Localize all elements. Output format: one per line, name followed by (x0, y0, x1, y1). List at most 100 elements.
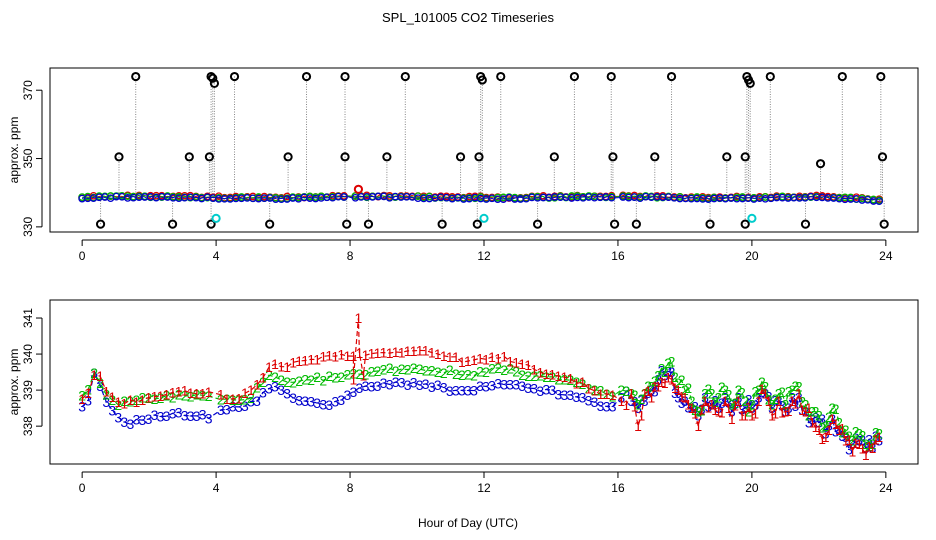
series-3-marker: 3 (738, 402, 746, 418)
spike-low-point (879, 219, 889, 229)
series-1-marker: 1 (651, 379, 659, 395)
spike-high-point (496, 71, 506, 82)
series-3-marker: 3 (597, 398, 605, 414)
spike-low-point (167, 219, 178, 229)
series-3-marker: 3 (482, 378, 490, 394)
spike-high-point (569, 71, 580, 82)
series-2-marker: 2 (674, 375, 682, 391)
series-2-marker: 2 (84, 381, 92, 397)
series-1-marker: 1 (638, 407, 646, 423)
series-1-marker: 1 (259, 370, 267, 386)
series-3-marker: 3 (289, 390, 297, 406)
x-tick-label: 0 (79, 481, 86, 495)
series-1-marker: 1 (654, 379, 662, 395)
series-3-marker: 3 (573, 389, 581, 405)
series-2-marker: 2 (386, 360, 394, 376)
series-3-marker: 3 (434, 377, 442, 393)
series-2-marker: 2 (688, 393, 696, 409)
series-2-marker: 2 (802, 397, 810, 413)
series-1-marker: 1 (241, 385, 249, 401)
series-2-marker: 2 (283, 374, 291, 390)
spike-high-point (745, 78, 755, 88)
series-3-marker: 3 (205, 410, 213, 426)
series-1-marker: 1 (859, 441, 867, 457)
series-2-marker: 2 (114, 397, 122, 413)
series-3-marker: 3 (331, 393, 339, 409)
series-2-marker: 2 (828, 400, 836, 416)
series-1-marker: 1 (711, 402, 719, 418)
series-2-marker: 2 (307, 372, 315, 388)
series-2-marker: 2 (755, 382, 763, 398)
series-1-marker: 1 (573, 376, 581, 392)
series-2-marker: 2 (96, 375, 104, 391)
series-1-marker: 1 (84, 385, 92, 401)
series-1-marker: 1 (253, 377, 261, 393)
series-1-marker: 1 (684, 397, 692, 413)
series-2-marker: 2 (554, 371, 562, 387)
series-3-marker: 3 (648, 382, 656, 398)
series-3-marker: 3 (157, 409, 165, 425)
series-2-marker: 2 (658, 360, 666, 376)
y-tick-label: 340 (21, 344, 35, 364)
spike-low-point (342, 219, 352, 229)
series-3-marker: 3 (96, 378, 104, 394)
series-3-marker: 3 (681, 393, 689, 409)
series-1-marker: 1 (738, 407, 746, 423)
series-3-marker: 3 (684, 399, 692, 415)
series-2-marker: 2 (731, 395, 739, 411)
series-2-marker: 2 (518, 367, 526, 383)
spike-mid-point (340, 152, 350, 162)
series-2-marker: 2 (681, 382, 689, 398)
series-2-marker: 2 (698, 402, 706, 418)
series-2-marker: 2 (715, 389, 723, 405)
series-2-marker: 2 (157, 390, 165, 406)
series-2-marker: 2 (678, 372, 686, 388)
series-2-marker: 2 (862, 436, 870, 452)
bottom-panel-series: 3333333333333333333333333333333333333333… (78, 310, 883, 463)
series-1-marker: 1 (835, 422, 843, 438)
series-3-marker: 3 (741, 400, 749, 416)
series-3-marker: 3 (678, 395, 686, 411)
series-3-marker: 3 (579, 389, 587, 405)
series-1-marker: 1 (617, 393, 625, 409)
series-1-marker: 1 (500, 348, 508, 364)
series-1-marker: 1 (187, 385, 195, 401)
series-3-marker: 3 (842, 429, 850, 445)
series-1-marker: 1 (337, 346, 345, 362)
series-3-marker: 3 (374, 378, 382, 394)
series-2-marker: 2 (705, 381, 713, 397)
series-2-marker: 2 (701, 386, 709, 402)
series-1-marker: 1 (678, 388, 686, 404)
series-2-marker: 2 (392, 363, 400, 379)
spike-low-point (472, 219, 482, 229)
series-point-3 (362, 192, 371, 201)
series-1-marker: 1 (622, 397, 630, 413)
series-3-marker: 3 (307, 394, 315, 410)
series-3-marker: 3 (748, 400, 756, 416)
series-1-marker: 1 (728, 411, 736, 427)
series-1-marker: 1 (193, 386, 201, 402)
series-2-marker: 2 (452, 366, 460, 382)
series-1-marker: 1 (842, 433, 850, 449)
series-2-marker: 2 (842, 422, 850, 438)
series-line-2 (81, 360, 880, 447)
series-point-3 (573, 193, 582, 202)
series-point-3 (556, 193, 565, 202)
x-tick-label: 4 (213, 249, 220, 263)
series-1-marker: 1 (838, 421, 846, 437)
series-2-marker: 2 (337, 369, 345, 385)
series-1-marker: 1 (325, 348, 333, 364)
series-3-marker: 3 (812, 410, 820, 426)
series-3-marker: 3 (362, 378, 370, 394)
spike-high-point (837, 71, 847, 82)
series-3-marker: 3 (78, 399, 86, 415)
y-tick-label: 330 (21, 217, 35, 237)
series-point-3 (875, 197, 884, 206)
series-2-marker: 2 (721, 382, 729, 398)
series-1-marker: 1 (265, 359, 273, 375)
series-3-marker: 3 (229, 399, 237, 415)
spike-mid-point (184, 152, 194, 162)
series-2-marker: 2 (859, 428, 867, 444)
series-3-marker: 3 (808, 411, 816, 427)
